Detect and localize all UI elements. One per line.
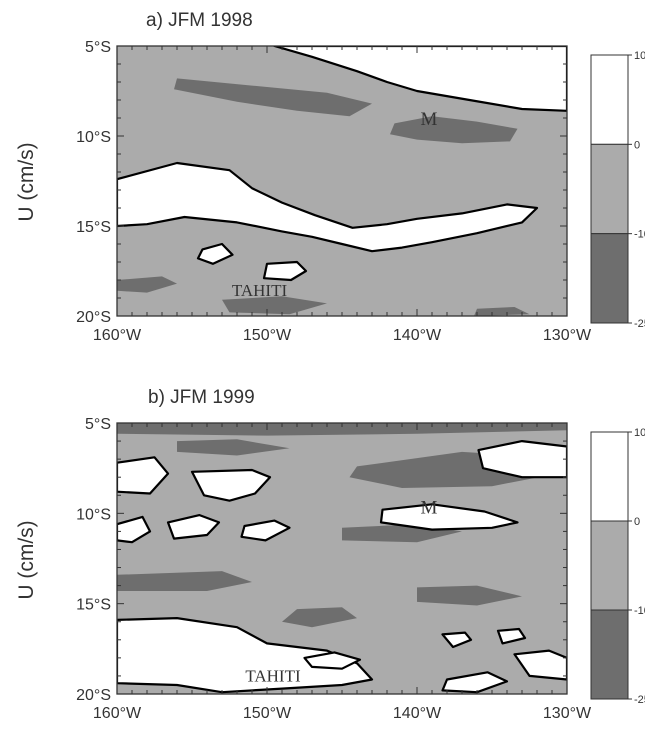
negative-region: [417, 585, 522, 606]
place-label: TAHITI: [232, 281, 288, 300]
colorbar-label: 0: [634, 516, 640, 528]
colorbar-label: 10: [634, 427, 645, 439]
colorbar-label: 10: [634, 50, 645, 62]
place-label: M: [421, 109, 438, 130]
y-axis-label: U (cm/s): [15, 142, 38, 221]
negative-region: [390, 116, 518, 144]
panel-title: b) JFM 1999: [148, 387, 255, 408]
negative-region: [282, 607, 357, 628]
negative-region: [174, 78, 372, 117]
positive-region: [117, 515, 152, 544]
positive-region: [166, 514, 221, 540]
place-label: M: [421, 497, 438, 518]
x-tick-label: 140°W: [393, 705, 442, 722]
x-tick-label: 130°W: [543, 327, 592, 344]
colorbar-bin: [590, 609, 629, 700]
x-tick-label: 150°W: [243, 327, 292, 344]
colorbar-bin: [590, 54, 629, 145]
negative-region: [222, 296, 327, 315]
positive-region: [117, 161, 539, 253]
x-tick-label: 150°W: [243, 705, 292, 722]
y-tick-label: 10°S: [76, 129, 111, 146]
colorbar-bin: [590, 143, 629, 235]
positive-region: [513, 649, 567, 681]
negative-region: [117, 423, 567, 436]
map-panel-b: b) JFM 1999 U (cm/s) 160°W 150°W 140°W 130°…: [15, 387, 645, 722]
colorbar-label: -10: [634, 229, 645, 241]
place-label: TAHITI: [245, 666, 301, 685]
positive-region: [273, 46, 567, 112]
positive-region: [240, 519, 291, 542]
panel-title: a) JFM 1998: [146, 10, 253, 31]
y-tick-label: 15°S: [76, 597, 111, 614]
y-tick-label: 20°S: [76, 309, 111, 326]
y-tick-label: 15°S: [76, 219, 111, 236]
colorbar-bin: [590, 520, 629, 611]
colorbar-bin: [590, 431, 629, 522]
colorbar-label: -25: [634, 694, 645, 706]
y-tick-label: 10°S: [76, 506, 111, 523]
positive-region: [441, 671, 509, 694]
positive-region: [117, 617, 374, 694]
colorbar-bin: [590, 233, 629, 324]
negative-region: [177, 439, 290, 456]
x-tick-label: 160°W: [93, 327, 142, 344]
negative-region: [117, 571, 252, 591]
positive-region: [190, 468, 272, 502]
field-regions: [117, 46, 567, 316]
y-tick-label: 5°S: [85, 39, 111, 56]
positive-region: [117, 456, 170, 495]
y-tick-label: 5°S: [85, 416, 111, 433]
positive-region: [477, 440, 567, 479]
x-tick-label: 160°W: [93, 705, 142, 722]
negative-region: [117, 276, 177, 293]
panel-a: a) JFM 1998 U (cm/s) 160°W 150°W 140°W 130°…: [0, 0, 645, 372]
panel-b: b) JFM 1999 U (cm/s) 160°W 150°W 140°W 130°…: [0, 372, 645, 744]
positive-region: [262, 260, 308, 282]
y-tick-label: 20°S: [76, 687, 111, 704]
positive-region: [379, 503, 519, 531]
positive-region: [303, 651, 362, 670]
colorbar-label: -25: [634, 318, 645, 330]
colorbar-label: 0: [634, 139, 640, 151]
positive-region: [496, 627, 527, 645]
colorbar-label: -10: [634, 605, 645, 617]
x-tick-label: 130°W: [543, 705, 592, 722]
x-tick-label: 140°W: [393, 327, 442, 344]
positive-region: [441, 631, 473, 649]
positive-region: [196, 242, 234, 265]
field-regions: [117, 423, 567, 694]
y-axis-label: U (cm/s): [15, 520, 38, 599]
map-panel-a: a) JFM 1998 U (cm/s) 160°W 150°W 140°W 130°…: [15, 10, 645, 344]
negative-region: [474, 307, 530, 316]
